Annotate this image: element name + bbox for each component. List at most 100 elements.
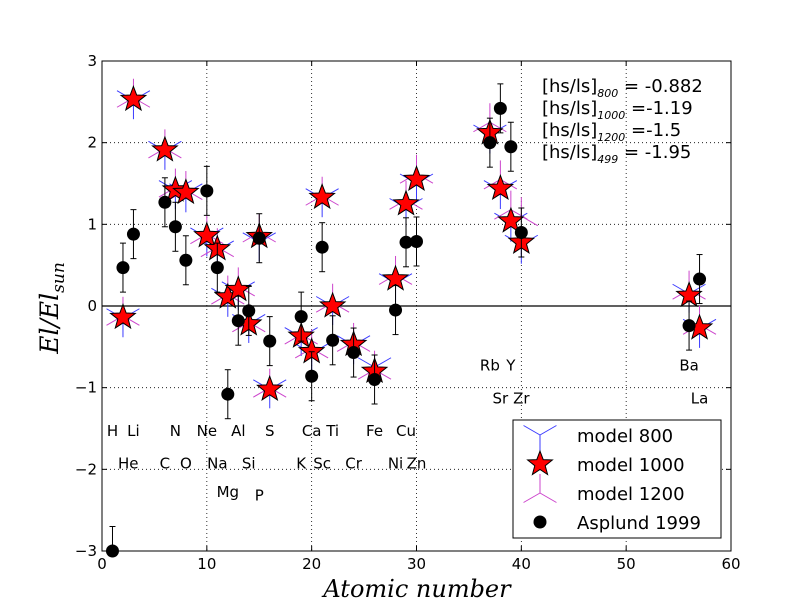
point-asplund-1999 — [294, 291, 308, 342]
data-points — [105, 78, 717, 558]
point-asplund-1999 — [158, 177, 172, 228]
point-asplund-1999 — [693, 254, 707, 305]
point-asplund-1999 — [399, 217, 413, 268]
point-model-1000 — [497, 206, 525, 233]
element-label: Ti — [325, 422, 339, 440]
element-label: Zr — [513, 389, 530, 407]
legend-marker-model-1200 — [523, 474, 557, 503]
y-axis-title-sub: sun — [49, 262, 69, 293]
element-label: Cr — [345, 455, 362, 473]
point-asplund-1999 — [252, 213, 266, 264]
legend-label-model-1200: model 1200 — [577, 484, 685, 505]
asplund-marker — [179, 253, 193, 267]
legend-label-model-1000: model 1000 — [577, 455, 685, 476]
x-axis-title: Atomic number — [321, 575, 512, 603]
point-asplund-1999 — [389, 285, 403, 336]
legend-label-asplund: Asplund 1999 — [577, 513, 701, 534]
asplund-marker — [210, 261, 224, 275]
element-label: Al — [231, 422, 245, 440]
legend-markers — [523, 425, 557, 529]
asplund-marker — [410, 234, 423, 248]
asplund-marker — [682, 319, 696, 333]
annotation-line: [hs/ls]1000 =-1.19 — [542, 98, 693, 122]
element-label: P — [255, 486, 264, 504]
y-tick-label: 2 — [87, 134, 97, 152]
legend-marker-asplund — [533, 515, 547, 529]
x-tick-label: 50 — [617, 555, 636, 573]
asplund-marker — [504, 140, 518, 154]
point-asplund-1999 — [483, 117, 497, 168]
element-label: Rb — [480, 357, 500, 375]
point-asplund-1999 — [315, 222, 329, 273]
y-tick-label: 3 — [87, 52, 97, 70]
element-label: Mg — [217, 483, 239, 501]
point-asplund-1999 — [493, 83, 507, 134]
x-tick-label: 30 — [407, 555, 426, 573]
asplund-marker — [389, 303, 403, 317]
asplund-marker — [347, 346, 361, 360]
point-asplund-1999 — [410, 216, 423, 267]
element-label: K — [296, 455, 307, 473]
point-asplund-1999 — [326, 315, 340, 366]
point-asplund-1999 — [179, 235, 193, 286]
element-label: Ne — [197, 422, 217, 440]
x-tick-label: 60 — [721, 555, 740, 573]
y-tick-label: −1 — [75, 379, 97, 397]
element-labels: H Li N Ne Al S Ca Ti Fe Cu He C O Na Si K Sc Cr Ni Zn Mg P Rb Y… — [107, 357, 708, 505]
point-model-1000 — [193, 221, 221, 248]
element-label: Ca — [302, 422, 322, 440]
asplund-marker — [158, 195, 172, 209]
point-model-1000 — [172, 178, 200, 205]
asplund-marker — [514, 226, 528, 239]
point-model-1000 — [224, 275, 252, 302]
y-tick-label: −3 — [75, 542, 97, 560]
point-model-1000 — [381, 264, 410, 291]
point-model-1000 — [308, 182, 336, 210]
y-tick-label: −2 — [75, 460, 97, 478]
legend-label-model-800: model 800 — [577, 426, 673, 447]
point-model-1000 — [392, 189, 420, 216]
annotation-box: [hs/ls]800 = -0.882[hs/ls]1000 =-1.19[hs… — [542, 76, 703, 166]
point-asplund-1999 — [200, 165, 214, 216]
element-label: La — [691, 389, 709, 407]
x-tick-label: 10 — [197, 555, 216, 573]
point-asplund-1999 — [221, 369, 235, 420]
point-model-1000 — [151, 135, 179, 162]
legend-marker-model-1000 — [526, 449, 554, 476]
point-asplund-1999 — [210, 242, 224, 293]
point-asplund-1999 — [116, 242, 130, 293]
element-label: Li — [127, 422, 140, 440]
element-label: Sc — [313, 455, 331, 473]
point-model-1000 — [318, 291, 347, 318]
x-tick-label: 40 — [512, 555, 531, 573]
element-label: Zn — [407, 455, 427, 473]
asplund-marker — [252, 231, 266, 245]
asplund-marker — [315, 240, 329, 254]
point-model-1000 — [256, 374, 284, 401]
asplund-marker — [221, 387, 235, 401]
point-asplund-1999 — [263, 316, 277, 367]
point-asplund-1999 — [242, 285, 256, 336]
element-label: Ni — [388, 455, 403, 473]
point-asplund-1999 — [682, 300, 696, 351]
y-tick-label: 0 — [87, 297, 97, 315]
point-model-1000 — [486, 173, 515, 201]
point-asplund-1999 — [168, 201, 182, 252]
x-tick-label: 20 — [302, 555, 321, 573]
asplund-marker — [116, 261, 130, 275]
element-label: Na — [207, 455, 227, 473]
asplund-marker — [493, 101, 507, 115]
annotation-line: [hs/ls]1200 =-1.5 — [542, 120, 681, 144]
asplund-marker — [693, 272, 707, 286]
legend-frame — [512, 419, 722, 539]
asplund-marker — [305, 369, 319, 383]
point-asplund-1999 — [514, 207, 528, 258]
element-label: Y — [505, 357, 516, 375]
x-tick-label: 0 — [97, 555, 107, 573]
y-axis-title-main: El/El — [35, 293, 64, 355]
asplund-marker — [126, 227, 140, 241]
legend: model 800 model 1000 model 1200 Asplund … — [512, 419, 722, 539]
y-tick-label: 1 — [87, 215, 97, 233]
point-model-1000 — [109, 302, 137, 330]
